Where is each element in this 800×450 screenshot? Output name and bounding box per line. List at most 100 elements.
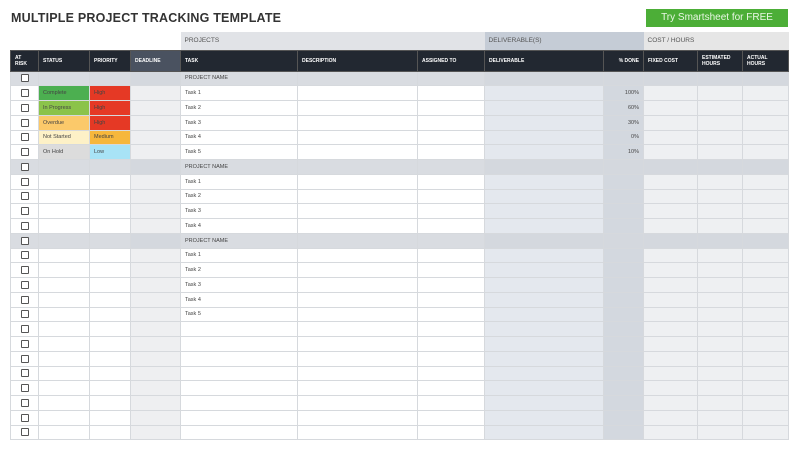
assigned-to-cell[interactable] (417, 247, 485, 264)
fixed-cost-cell[interactable] (643, 203, 698, 219)
status-cell[interactable]: Complete (38, 85, 90, 101)
at-risk-checkbox[interactable] (20, 428, 29, 437)
at-risk-cell[interactable] (10, 424, 39, 441)
status-cell[interactable]: Overdue (38, 114, 90, 131)
status-cell[interactable] (38, 365, 90, 382)
status-cell[interactable] (38, 218, 90, 234)
task-cell[interactable]: Task 3 (180, 114, 298, 131)
at-risk-checkbox[interactable] (20, 339, 29, 348)
at-risk-cell[interactable] (10, 114, 39, 131)
deadline-cell[interactable] (130, 203, 181, 219)
pct-done-cell[interactable] (603, 203, 644, 219)
task-cell[interactable]: Task 5 (180, 306, 298, 323)
description-cell[interactable] (297, 129, 418, 146)
priority-cell[interactable] (89, 365, 131, 382)
task-cell[interactable] (180, 350, 298, 367)
at-risk-cell[interactable] (10, 144, 39, 160)
pct-done-cell[interactable] (603, 424, 644, 441)
pct-done-cell[interactable] (603, 218, 644, 234)
assigned-to-cell[interactable] (417, 188, 485, 205)
at-risk-cell[interactable] (10, 129, 39, 146)
task-cell[interactable] (180, 395, 298, 411)
fixed-cost-cell[interactable] (643, 321, 698, 337)
at-risk-checkbox[interactable] (20, 310, 29, 319)
description-cell[interactable] (297, 203, 418, 219)
estimated-hours-cell[interactable] (697, 203, 743, 219)
estimated-hours-cell[interactable] (697, 70, 743, 87)
estimated-hours-cell[interactable] (697, 159, 743, 175)
assigned-to-cell[interactable] (417, 321, 485, 337)
description-cell[interactable] (297, 277, 418, 293)
fixed-cost-cell[interactable] (643, 380, 698, 396)
fixed-cost-cell[interactable] (643, 277, 698, 293)
deliverable-cell[interactable] (484, 247, 604, 264)
assigned-to-cell[interactable] (417, 232, 485, 249)
status-cell[interactable] (38, 291, 90, 308)
actual-hours-cell[interactable] (742, 424, 789, 441)
deadline-cell[interactable] (130, 262, 181, 278)
pct-done-cell[interactable] (603, 159, 644, 175)
at-risk-cell[interactable] (10, 306, 39, 323)
pct-done-cell[interactable] (603, 336, 644, 352)
status-cell[interactable]: On Hold (38, 144, 90, 160)
at-risk-cell[interactable] (10, 395, 39, 411)
description-cell[interactable] (297, 395, 418, 411)
at-risk-cell[interactable] (10, 262, 39, 278)
assigned-to-cell[interactable] (417, 291, 485, 308)
deadline-cell[interactable] (130, 70, 181, 87)
at-risk-checkbox[interactable] (20, 266, 29, 275)
description-cell[interactable] (297, 114, 418, 131)
priority-cell[interactable] (89, 70, 131, 87)
priority-cell[interactable] (89, 159, 131, 175)
fixed-cost-cell[interactable] (643, 232, 698, 249)
priority-cell[interactable]: Low (89, 144, 131, 160)
estimated-hours-cell[interactable] (697, 321, 743, 337)
task-cell[interactable]: Task 5 (180, 144, 298, 160)
status-cell[interactable] (38, 203, 90, 219)
deliverable-cell[interactable] (484, 365, 604, 382)
deadline-cell[interactable] (130, 144, 181, 160)
description-cell[interactable] (297, 365, 418, 382)
deliverable-cell[interactable] (484, 114, 604, 131)
fixed-cost-cell[interactable] (643, 144, 698, 160)
assigned-to-cell[interactable] (417, 218, 485, 234)
deadline-cell[interactable] (130, 218, 181, 234)
estimated-hours-cell[interactable] (697, 85, 743, 101)
task-cell[interactable]: Task 2 (180, 188, 298, 205)
deliverable-cell[interactable] (484, 277, 604, 293)
priority-cell[interactable] (89, 173, 131, 190)
deadline-cell[interactable] (130, 277, 181, 293)
actual-hours-cell[interactable] (742, 85, 789, 101)
priority-cell[interactable]: High (89, 85, 131, 101)
deliverable-cell[interactable] (484, 100, 604, 116)
pct-done-cell[interactable] (603, 277, 644, 293)
deliverable-cell[interactable] (484, 203, 604, 219)
estimated-hours-cell[interactable] (697, 262, 743, 278)
priority-cell[interactable] (89, 247, 131, 264)
at-risk-cell[interactable] (10, 336, 39, 352)
status-cell[interactable] (38, 262, 90, 278)
priority-cell[interactable] (89, 218, 131, 234)
priority-cell[interactable]: High (89, 100, 131, 116)
estimated-hours-cell[interactable] (697, 380, 743, 396)
fixed-cost-cell[interactable] (643, 159, 698, 175)
estimated-hours-cell[interactable] (697, 291, 743, 308)
pct-done-cell[interactable] (603, 188, 644, 205)
at-risk-cell[interactable] (10, 70, 39, 87)
assigned-to-cell[interactable] (417, 277, 485, 293)
task-cell[interactable] (180, 424, 298, 441)
actual-hours-cell[interactable] (742, 306, 789, 323)
priority-cell[interactable] (89, 277, 131, 293)
actual-hours-cell[interactable] (742, 247, 789, 264)
deliverable-cell[interactable] (484, 218, 604, 234)
deliverable-cell[interactable] (484, 173, 604, 190)
assigned-to-cell[interactable] (417, 100, 485, 116)
actual-hours-cell[interactable] (742, 395, 789, 411)
assigned-to-cell[interactable] (417, 395, 485, 411)
at-risk-checkbox[interactable] (20, 103, 29, 112)
priority-cell[interactable] (89, 380, 131, 396)
deadline-cell[interactable] (130, 85, 181, 101)
task-cell[interactable] (180, 321, 298, 337)
description-cell[interactable] (297, 70, 418, 87)
deliverable-cell[interactable] (484, 424, 604, 441)
